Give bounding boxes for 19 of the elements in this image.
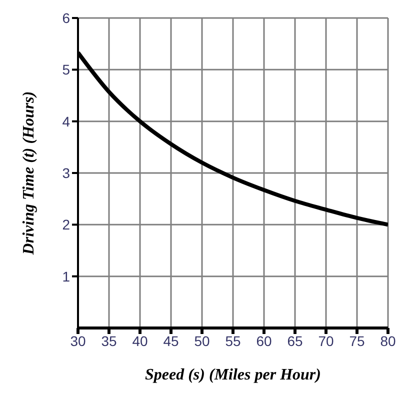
y-tick-label: 6 xyxy=(62,10,70,26)
x-tick-label: 30 xyxy=(70,332,86,349)
y-tick-label: 4 xyxy=(62,113,70,130)
x-axis-title: Speed (s) (Miles per Hour) xyxy=(145,366,321,384)
x-tick-label: 40 xyxy=(132,332,148,349)
x-tick-label: 45 xyxy=(163,332,179,349)
x-tick-label: 35 xyxy=(101,332,117,349)
x-tick-label: 55 xyxy=(225,332,241,349)
y-tick-label: 2 xyxy=(62,216,70,233)
x-tick-label: 75 xyxy=(349,332,365,349)
x-tick-label: 60 xyxy=(256,332,272,349)
x-tick-label: 50 xyxy=(194,332,210,349)
x-tick-label: 65 xyxy=(287,332,303,349)
y-tick-label: 5 xyxy=(62,62,70,78)
y-tick-label: 3 xyxy=(62,164,70,181)
y-axis-title: Driving Time (t) (Hours) xyxy=(20,91,38,256)
y-tick-label: 1 xyxy=(62,268,70,284)
x-tick-label: 80 xyxy=(380,332,396,349)
x-tick-label: 70 xyxy=(318,332,334,349)
